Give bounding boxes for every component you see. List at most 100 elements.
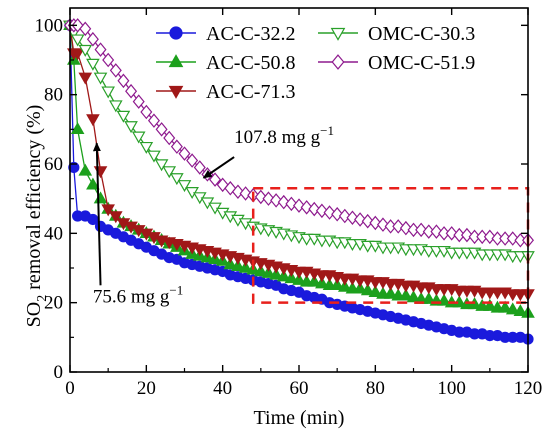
data-point-AC-C-50.8 — [78, 163, 93, 176]
data-point-OMC-C-51.9 — [71, 18, 84, 33]
data-point-OMC-C-51.9 — [231, 184, 244, 200]
data-point-OMC-C-51.9 — [346, 210, 359, 226]
data-point-OMC-C-51.9 — [506, 231, 519, 246]
legend-marker — [169, 26, 183, 40]
data-point-OMC-C-51.9 — [254, 189, 267, 205]
data-point-AC-C-50.8 — [276, 269, 291, 282]
data-point-AC-C-50.8 — [399, 288, 413, 301]
plot-area — [63, 18, 535, 345]
data-point-OMC-C-51.9 — [109, 63, 122, 78]
y-axis-title: SO2 removal efficiency (%) — [23, 105, 50, 328]
legend-item-OMC-C-51.9: OMC-C-51.9 — [318, 52, 475, 74]
legend-label: AC-C-32.2 — [206, 23, 295, 45]
data-point-AC-C-50.8 — [505, 302, 520, 315]
data-point-OMC-C-30.3 — [70, 34, 85, 47]
y-tick-label: 20 — [44, 293, 63, 314]
data-point-OMC-C-51.9 — [430, 224, 443, 239]
legend-item-AC-C-71.3: AC-C-71.3 — [156, 81, 295, 103]
axes: 0 20 40 60 80 100 120 0 20 40 60 80 100 — [35, 7, 543, 399]
data-point-OMC-C-51.9 — [125, 83, 138, 99]
data-point-OMC-C-30.3 — [78, 44, 93, 57]
data-point-OMC-C-51.9 — [323, 205, 336, 220]
annotation-label: 75.6 mg g−1 — [93, 283, 183, 308]
y-tick-label: 40 — [44, 223, 63, 244]
x-tick-label: 120 — [514, 378, 543, 399]
data-point-OMC-C-30.3 — [124, 121, 138, 134]
data-point-OMC-C-51.9 — [460, 227, 473, 243]
data-point-AC-C-50.8 — [284, 271, 299, 284]
data-point-OMC-C-30.3 — [86, 58, 100, 71]
data-point-OMC-C-51.9 — [392, 219, 405, 234]
data-point-AC-C-32.2 — [68, 161, 80, 174]
annotation-arrow — [92, 142, 102, 286]
annotation-1: 75.6 mg g−1 — [92, 142, 183, 308]
data-point-OMC-C-30.3 — [147, 150, 161, 163]
legend-marker — [168, 85, 184, 99]
data-point-OMC-C-51.9 — [354, 212, 367, 227]
annotation-label: 107.8 mg g−1 — [234, 123, 334, 148]
legend-item-AC-C-32.2: AC-C-32.2 — [156, 23, 295, 45]
data-point-OMC-C-51.9 — [315, 203, 328, 219]
data-point-OMC-C-30.3 — [101, 86, 115, 99]
data-point-OMC-C-51.9 — [186, 153, 199, 168]
data-point-OMC-C-51.9 — [376, 217, 389, 232]
data-point-AC-C-50.8 — [337, 279, 352, 292]
annotation-arrow — [202, 156, 235, 179]
data-point-OMC-C-51.9 — [117, 73, 130, 89]
legend-item-OMC-C-30.3: OMC-C-30.3 — [318, 23, 475, 45]
annotation-label-main: 107.8 mg g — [234, 127, 321, 148]
annotation-label-superscript: −1 — [169, 283, 183, 298]
data-point-OMC-C-51.9 — [361, 213, 374, 229]
data-point-OMC-C-51.9 — [483, 229, 496, 245]
data-point-AC-C-71.3 — [108, 211, 123, 224]
data-point-OMC-C-30.3 — [116, 110, 131, 123]
data-point-AC-C-50.8 — [406, 290, 421, 303]
data-point-AC-C-50.8 — [421, 291, 436, 304]
data-point-AC-C-50.8 — [231, 259, 245, 271]
legend: AC-C-32.2 OMC-C-30.3 AC-C-50.8 OMC-C-51.9 AC… — [156, 23, 475, 103]
legend-marker — [331, 54, 345, 70]
data-point-OMC-C-51.9 — [102, 52, 115, 68]
data-point-AC-C-50.8 — [86, 177, 100, 190]
x-tick-label: 60 — [290, 378, 309, 399]
data-point-AC-C-50.8 — [315, 276, 329, 289]
data-point-OMC-C-30.3 — [93, 72, 108, 85]
x-tick-label: 0 — [65, 378, 75, 399]
data-point-OMC-C-51.9 — [155, 122, 168, 137]
data-point-OMC-C-51.9 — [399, 220, 412, 236]
data-point-AC-C-71.3 — [86, 114, 100, 127]
series-AC-C-71.3 — [63, 20, 535, 302]
data-point-AC-C-50.8 — [269, 267, 283, 280]
data-point-OMC-C-51.9 — [262, 191, 275, 206]
legend-marker — [330, 27, 346, 41]
data-point-AC-C-50.8 — [513, 304, 528, 317]
series-AC-C-32.2 — [64, 19, 534, 345]
data-point-OMC-C-51.9 — [170, 139, 183, 154]
data-point-OMC-C-51.9 — [132, 94, 145, 109]
x-tick-label: 40 — [213, 378, 232, 399]
data-point-AC-C-50.8 — [292, 272, 306, 285]
y-axis-title-subscript: 2 — [35, 295, 50, 302]
data-point-OMC-C-51.9 — [331, 206, 344, 222]
data-point-AC-C-71.3 — [78, 72, 93, 85]
series-OMC-C-51.9 — [63, 18, 535, 248]
legend-label: AC-C-71.3 — [206, 81, 295, 103]
data-point-OMC-C-51.9 — [338, 208, 351, 224]
data-point-OMC-C-51.9 — [79, 21, 92, 37]
data-point-AC-C-50.8 — [368, 285, 383, 297]
legend-label: OMC-C-30.3 — [368, 23, 475, 45]
y-axis-title-main: SO — [23, 302, 45, 328]
data-point-OMC-C-51.9 — [193, 160, 206, 175]
x-axis-title: Time (min) — [254, 407, 345, 429]
x-tick-label: 100 — [437, 378, 466, 399]
x-tick-label: 20 — [137, 378, 156, 399]
data-point-AC-C-50.8 — [254, 264, 268, 277]
data-point-OMC-C-51.9 — [445, 226, 458, 241]
annotations: 107.8 mg g−175.6 mg g−1 — [93, 123, 334, 307]
data-point-OMC-C-51.9 — [277, 194, 290, 210]
data-point-AC-C-71.3 — [101, 204, 115, 217]
data-point-OMC-C-51.9 — [415, 222, 428, 238]
data-point-OMC-C-30.3 — [177, 180, 192, 193]
annotation-label-superscript: −1 — [320, 123, 334, 138]
